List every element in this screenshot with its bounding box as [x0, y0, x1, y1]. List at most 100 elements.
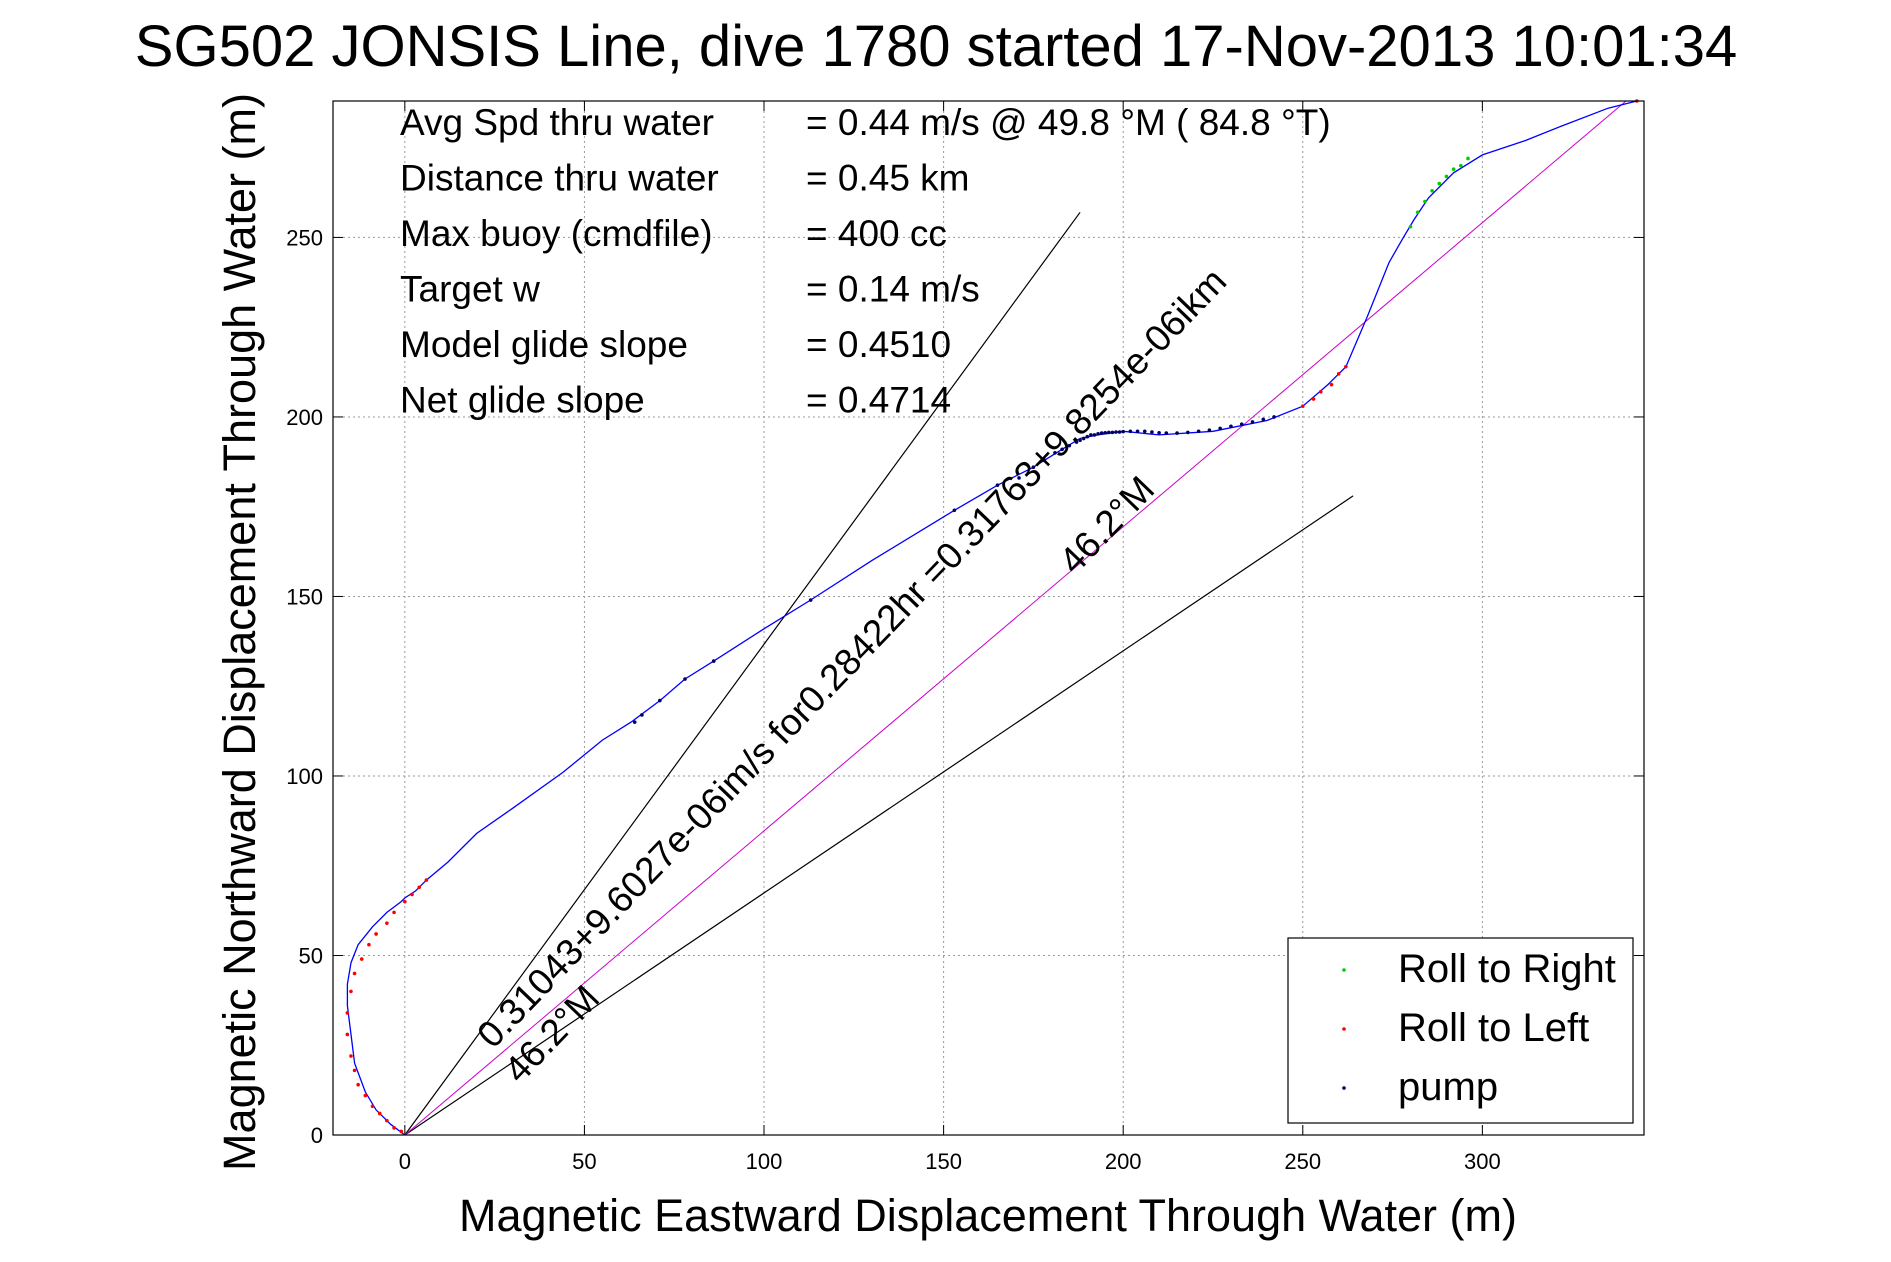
roll-to-left-marker: [1329, 382, 1334, 387]
roll-to-right-marker: [1466, 156, 1470, 161]
track-polyline: [346, 100, 1637, 1136]
roll-to-left-marker: [1300, 404, 1305, 408]
roll-to-left-marker: [392, 1126, 396, 1130]
roll-to-left-marker: [410, 892, 414, 897]
legend-entries: Roll to Right Roll to Left pump: [1342, 947, 1616, 1109]
roll-to-left-marker: [385, 921, 389, 925]
pump-marker: [711, 659, 716, 663]
pump-marker: [683, 677, 687, 681]
info-block: Avg Spd thru water = 0.44 m/s @ 49.8 °M (…: [400, 102, 1331, 421]
pump-marker: [1060, 447, 1064, 452]
roll-to-left-marker: [349, 989, 353, 994]
pump-marker: [1031, 465, 1036, 470]
info-value: = 0.4714: [806, 380, 951, 421]
pump-marker: [1117, 430, 1122, 434]
pump-marker: [1239, 422, 1244, 426]
roll-to-right-marker: [1444, 174, 1449, 179]
roll-to-left-marker: [417, 885, 422, 890]
roll-to-left-marker: [399, 1129, 404, 1134]
pump-marker: [1103, 430, 1108, 435]
x-tick-label: 300: [1464, 1149, 1501, 1174]
x-axis-label: Magnetic Eastward Displacement Through W…: [459, 1190, 1517, 1241]
pump-marker: [1042, 458, 1046, 462]
x-tick-label: 0: [399, 1149, 411, 1174]
guide-lines: [404, 100, 1627, 1136]
y-tick-label: 150: [286, 584, 323, 609]
pump-marker: [1150, 430, 1154, 434]
roll-to-left-marker: [359, 957, 364, 961]
roll-to-right-marker: [1437, 181, 1442, 186]
y-tick-label: 200: [286, 405, 323, 430]
roll-to-left-marker: [356, 1082, 360, 1087]
roll-to-right-marker: [1451, 167, 1456, 172]
pump-marker: [1218, 426, 1222, 431]
info-label: Avg Spd thru water: [400, 102, 714, 143]
pump-marker: [952, 508, 957, 513]
roll-to-left-marker: [363, 1093, 368, 1098]
roll-to-right-marker: [1415, 210, 1420, 215]
track-line: [346, 100, 1637, 1136]
pump-marker: [1067, 443, 1072, 448]
x-tick-label: 250: [1284, 1149, 1321, 1174]
roll-to-left-marker: [345, 1032, 350, 1037]
pump-marker: [1092, 433, 1097, 437]
pump-marker: [1114, 430, 1118, 434]
ticks: 0 50 100 150 200 250 300 0 50 100 150 200 250: [286, 101, 1644, 1174]
roll-to-left-marker: [1336, 372, 1341, 376]
roll-to-right-marker: [1430, 188, 1434, 193]
roll-to-left-marker: [1344, 364, 1348, 369]
y-axis-label: Magnetic Northward Displacement Through …: [214, 93, 265, 1171]
y-tick-label: 50: [299, 943, 323, 968]
legend-box: [1287, 937, 1634, 1124]
pump-marker: [640, 713, 644, 717]
chart-title: SG502 JONSIS Line, dive 1780 started 17-…: [135, 14, 1737, 79]
pump-marker: [1229, 424, 1233, 429]
legend-marker: [1342, 1027, 1346, 1031]
y-tick-label: 0: [311, 1123, 323, 1148]
roll-to-left-marker: [424, 878, 429, 882]
pump-marker: [1085, 434, 1090, 439]
info-value: = 400 cc: [806, 213, 947, 254]
legend-label: Roll to Right: [1398, 947, 1616, 991]
guide-line: [404, 495, 1354, 1136]
info-value: = 0.14 m/s: [806, 269, 980, 310]
roll-to-right-marker: [1459, 163, 1463, 168]
info-label: Distance thru water: [400, 158, 719, 199]
legend-label: Roll to Left: [1398, 1006, 1589, 1050]
roll-to-left-marker: [403, 899, 407, 904]
roll-to-left-marker: [367, 942, 371, 947]
pump-marker: [1078, 438, 1082, 443]
info-label: Net glide slope: [400, 380, 645, 421]
pump-marker: [1017, 476, 1021, 480]
pump-marker: [1142, 429, 1147, 434]
roll-to-left-marker: [392, 910, 396, 915]
legend-label: pump: [1398, 1065, 1498, 1109]
guide-line: [404, 100, 1627, 1136]
pump-marker: [658, 698, 662, 703]
guide-line: [404, 211, 1081, 1136]
roll-to-right-marker: [1423, 199, 1427, 204]
pump-marker: [1157, 430, 1161, 435]
pump-marker: [1089, 433, 1093, 437]
info-label: Max buoy (cmdfile): [400, 213, 713, 254]
roll-to-left-marker: [377, 1111, 382, 1116]
legend-marker: [1342, 968, 1346, 972]
pump-marker: [1121, 429, 1125, 434]
pump-marker: [1128, 429, 1133, 434]
roll-to-left-marker: [352, 971, 357, 976]
pump-marker: [632, 720, 637, 724]
pump-marker: [1053, 451, 1057, 455]
x-tick-label: 150: [925, 1149, 962, 1174]
pump-marker: [1196, 429, 1201, 434]
plot-frame: [332, 100, 1645, 1136]
pump-marker: [1110, 430, 1115, 435]
y-tick-label: 100: [286, 764, 323, 789]
roll-to-left-marker: [1318, 390, 1323, 394]
pump-marker: [1074, 440, 1079, 444]
roll-to-left-marker: [1311, 397, 1316, 401]
info-label: Model glide slope: [400, 324, 688, 365]
pump-marker: [1135, 429, 1140, 434]
pump-marker: [1261, 417, 1266, 422]
x-tick-label: 50: [572, 1149, 596, 1174]
